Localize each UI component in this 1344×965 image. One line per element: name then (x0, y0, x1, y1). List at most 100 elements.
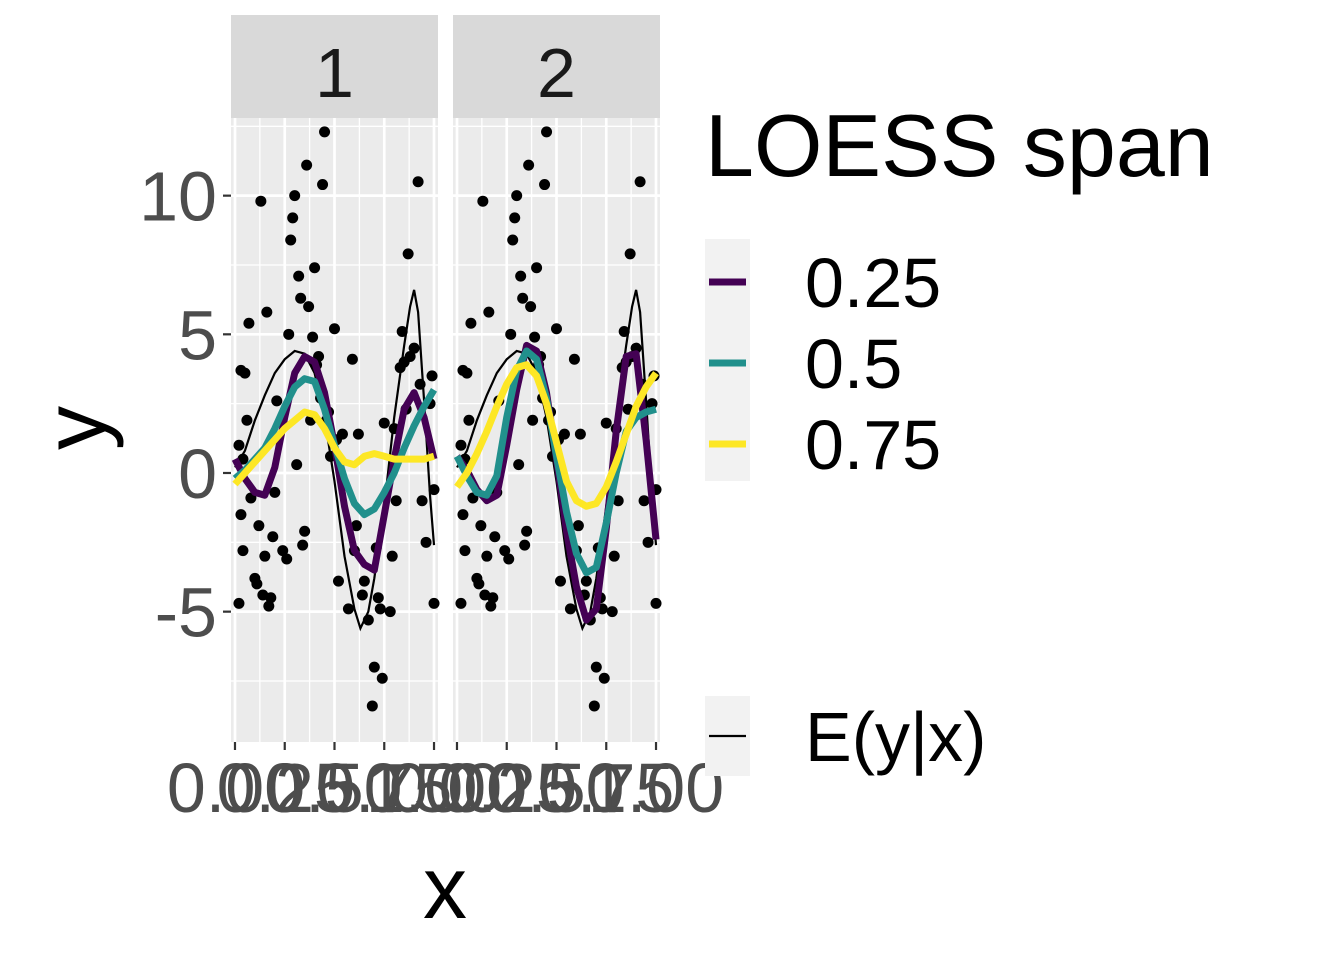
data-point (523, 159, 535, 171)
data-point (350, 520, 362, 532)
data-point (634, 176, 646, 188)
data-point (366, 700, 378, 712)
data-point (319, 126, 331, 138)
data-point (638, 495, 650, 507)
facet-strip-label: 1 (315, 34, 354, 112)
data-point (233, 597, 245, 609)
y-axis-title: y (25, 406, 124, 450)
data-point (612, 495, 624, 507)
data-point (390, 495, 402, 507)
data-point (358, 575, 370, 587)
data-point (356, 589, 368, 601)
data-point (554, 575, 566, 587)
x-tick-label: 0.50 (488, 749, 624, 827)
data-point (487, 592, 499, 604)
data-point (386, 550, 398, 562)
data-point (368, 661, 380, 673)
data-point (539, 179, 551, 191)
data-point (412, 176, 424, 188)
data-point (285, 234, 297, 246)
data-point (519, 539, 531, 551)
data-point (281, 553, 293, 565)
data-point (477, 195, 489, 207)
data-point (475, 520, 487, 532)
data-point (291, 459, 303, 471)
data-point (455, 597, 467, 609)
y-tick-label: -5 (155, 574, 217, 652)
data-point (237, 545, 249, 557)
data-point (263, 600, 275, 612)
data-point (346, 353, 358, 365)
data-point (378, 417, 390, 429)
x-tick-label: 0.00 (167, 749, 303, 827)
data-point (606, 606, 618, 618)
data-point (590, 661, 602, 673)
data-point (374, 603, 386, 615)
truth-curve (234, 289, 436, 632)
data-point (517, 292, 529, 304)
data-point (568, 353, 580, 365)
data-point (426, 370, 438, 382)
data-point (239, 367, 251, 379)
data-point (293, 270, 305, 282)
data-point (253, 520, 265, 532)
x-tick-label: 0.00 (389, 749, 525, 827)
data-point (287, 212, 299, 224)
data-point (283, 328, 295, 340)
data-point (428, 484, 440, 496)
data-point (574, 428, 586, 440)
legend-entry-span-0.5: 0.5 (709, 325, 902, 403)
data-point (265, 592, 277, 604)
data-point (269, 486, 281, 498)
data-point (255, 195, 267, 207)
data-point (473, 578, 485, 590)
data-point (352, 428, 364, 440)
legend-entry-truth: E(y|x) (705, 696, 987, 776)
data-point (503, 553, 515, 565)
data-point (650, 597, 662, 609)
data-point (267, 531, 279, 543)
legend-entry-span-0.75: 0.75 (709, 406, 941, 484)
data-point (384, 606, 396, 618)
data-point (404, 351, 416, 363)
data-point (463, 414, 475, 426)
data-point (420, 536, 432, 548)
data-point (531, 262, 543, 274)
data-point (459, 545, 471, 557)
data-point (428, 597, 440, 609)
data-point (251, 578, 263, 590)
y-tick-label: 0 (178, 435, 217, 513)
x-tick-label: 1.00 (588, 749, 724, 827)
data-point (309, 262, 321, 274)
data-point (481, 550, 493, 562)
data-point (624, 248, 636, 260)
data-point (598, 672, 610, 684)
data-point (529, 331, 541, 343)
legend-label: 0.5 (805, 325, 902, 403)
legend-title: LOESS span (705, 96, 1214, 195)
data-point (233, 439, 245, 451)
data-point (642, 536, 654, 548)
legend-label: 0.25 (805, 244, 941, 322)
data-point (551, 323, 562, 335)
facet-strip-label: 2 (537, 34, 576, 112)
loess-line-span-0.75 (232, 408, 435, 487)
facet-panel-1: 1 (231, 15, 440, 742)
data-point (525, 301, 537, 313)
x-tick-label: 0.50 (266, 749, 402, 827)
data-point (489, 531, 501, 543)
data-point (317, 179, 329, 191)
data-point (241, 414, 253, 426)
data-point (483, 306, 495, 318)
data-point (564, 603, 576, 615)
x-tick-label: 0.75 (538, 749, 674, 827)
data-point (515, 270, 527, 282)
data-point (372, 592, 384, 604)
data-point (408, 342, 420, 354)
data-point (332, 575, 344, 587)
data-point (558, 428, 570, 440)
data-point (297, 539, 309, 551)
data-point (505, 328, 517, 340)
